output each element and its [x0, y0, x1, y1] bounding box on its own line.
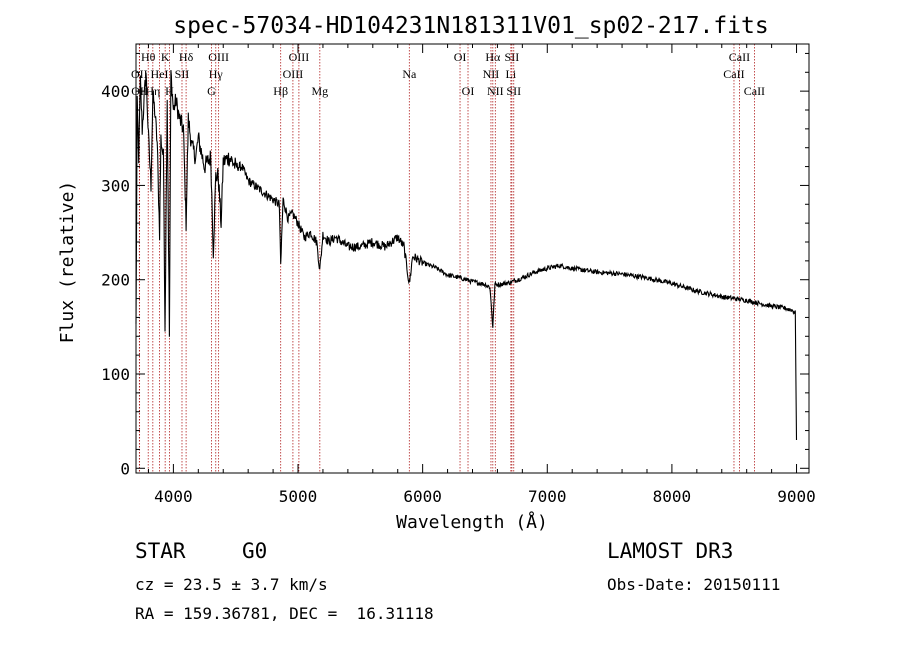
marker-label: Hγ	[209, 67, 224, 81]
x-tick-label: 4000	[154, 487, 193, 506]
obs-date: Obs-Date: 20150111	[607, 575, 781, 594]
y-axis-label: Flux (relative)	[57, 181, 78, 344]
marker-label: Hθ	[141, 50, 156, 64]
marker-label: OI	[462, 84, 475, 98]
y-tick-label: 400	[101, 82, 130, 101]
marker-label: Hα	[485, 50, 501, 64]
redshift-info: cz = 23.5 ± 3.7 km/s	[135, 575, 328, 594]
marker-label: Hβ	[273, 84, 288, 98]
x-tick-label: 6000	[403, 487, 442, 506]
marker-label: OIII	[208, 50, 229, 64]
x-tick-label: 7000	[528, 487, 567, 506]
marker-label: SII	[175, 67, 190, 81]
marker-label: NII	[483, 67, 500, 81]
x-tick-label: 8000	[653, 487, 692, 506]
marker-label: Hδ	[179, 50, 194, 64]
marker-label: SII	[506, 84, 521, 98]
y-tick-label: 0	[120, 459, 130, 478]
marker-label: CaII	[729, 50, 750, 64]
subclass: G0	[242, 539, 268, 563]
marker-label: NII	[487, 84, 504, 98]
x-tick-label: 9000	[777, 487, 816, 506]
marker-label: OIII	[283, 67, 304, 81]
marker-label: K	[161, 50, 170, 64]
marker-label: Na	[402, 67, 417, 81]
marker-label: OI	[454, 50, 467, 64]
marker-label: G	[207, 84, 216, 98]
marker-label: SII	[505, 50, 520, 64]
survey-name: LAMOST DR3	[607, 539, 734, 563]
y-tick-label: 200	[101, 271, 130, 290]
marker-label: Li	[506, 67, 517, 81]
chart-title: spec-57034-HD104231N181311V01_sp02-217.f…	[173, 13, 768, 39]
marker-label: H	[165, 84, 174, 98]
x-tick-label: 5000	[279, 487, 318, 506]
y-axis: 0 100 200 300 400	[101, 52, 809, 478]
marker-label: HeI	[151, 67, 169, 81]
marker-label: Mg	[311, 84, 328, 98]
x-axis: 4000 5000 6000 7000 8000 9000	[147, 44, 816, 506]
marker-label: OIII	[289, 50, 310, 64]
x-axis-label: Wavelength (Å)	[396, 511, 548, 533]
object-class: STAR	[135, 539, 186, 563]
spectrum-line	[135, 70, 798, 441]
plot-frame	[135, 43, 810, 474]
coordinates: RA = 159.36781, DEC = 16.31118	[135, 604, 434, 623]
y-tick-label: 300	[101, 176, 130, 195]
marker-label: CaII	[723, 67, 744, 81]
marker-label: CaII	[744, 84, 765, 98]
y-tick-label: 100	[101, 365, 130, 384]
